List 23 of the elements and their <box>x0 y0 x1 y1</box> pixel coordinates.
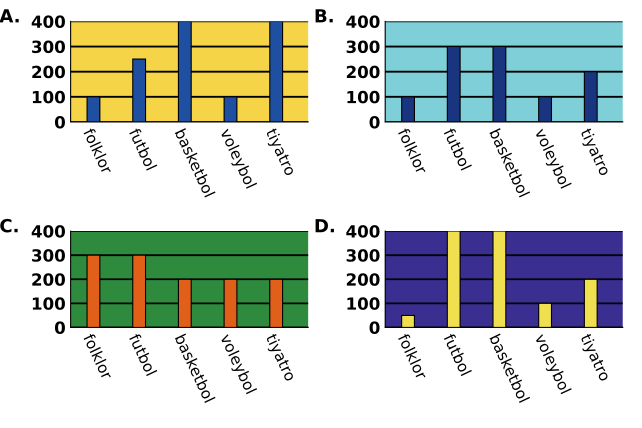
y-tick-label: 200 <box>32 273 65 286</box>
y-tick-label: 300 <box>346 249 380 262</box>
y-tick-label: 100 <box>347 90 380 104</box>
y-tick-label: 0 <box>54 321 65 334</box>
y-tick-label: 400 <box>346 15 380 28</box>
y-tick-label: 300 <box>32 249 65 262</box>
y-tick-label: 400 <box>32 225 65 238</box>
chart-title: C. <box>0 218 18 233</box>
y-tick-label: 200 <box>32 66 65 78</box>
y-tick-label: 400 <box>346 225 380 238</box>
y-tick-label: 100 <box>347 297 380 310</box>
y-tick-label: 400 <box>32 15 65 28</box>
y-tick-label: 0 <box>54 116 65 129</box>
y-tick-label: 200 <box>346 273 380 286</box>
y-tick-label: 200 <box>346 66 380 78</box>
y-tick-label: 300 <box>32 40 65 54</box>
y-tick-label: 100 <box>32 90 65 104</box>
y-tick-label: 0 <box>370 321 380 334</box>
y-tick-label: 0 <box>370 116 380 129</box>
chart-title: B. <box>316 9 333 22</box>
y-tick-label: 100 <box>32 297 65 310</box>
chart-title: D. <box>316 219 334 232</box>
y-tick-label: 300 <box>346 40 380 54</box>
